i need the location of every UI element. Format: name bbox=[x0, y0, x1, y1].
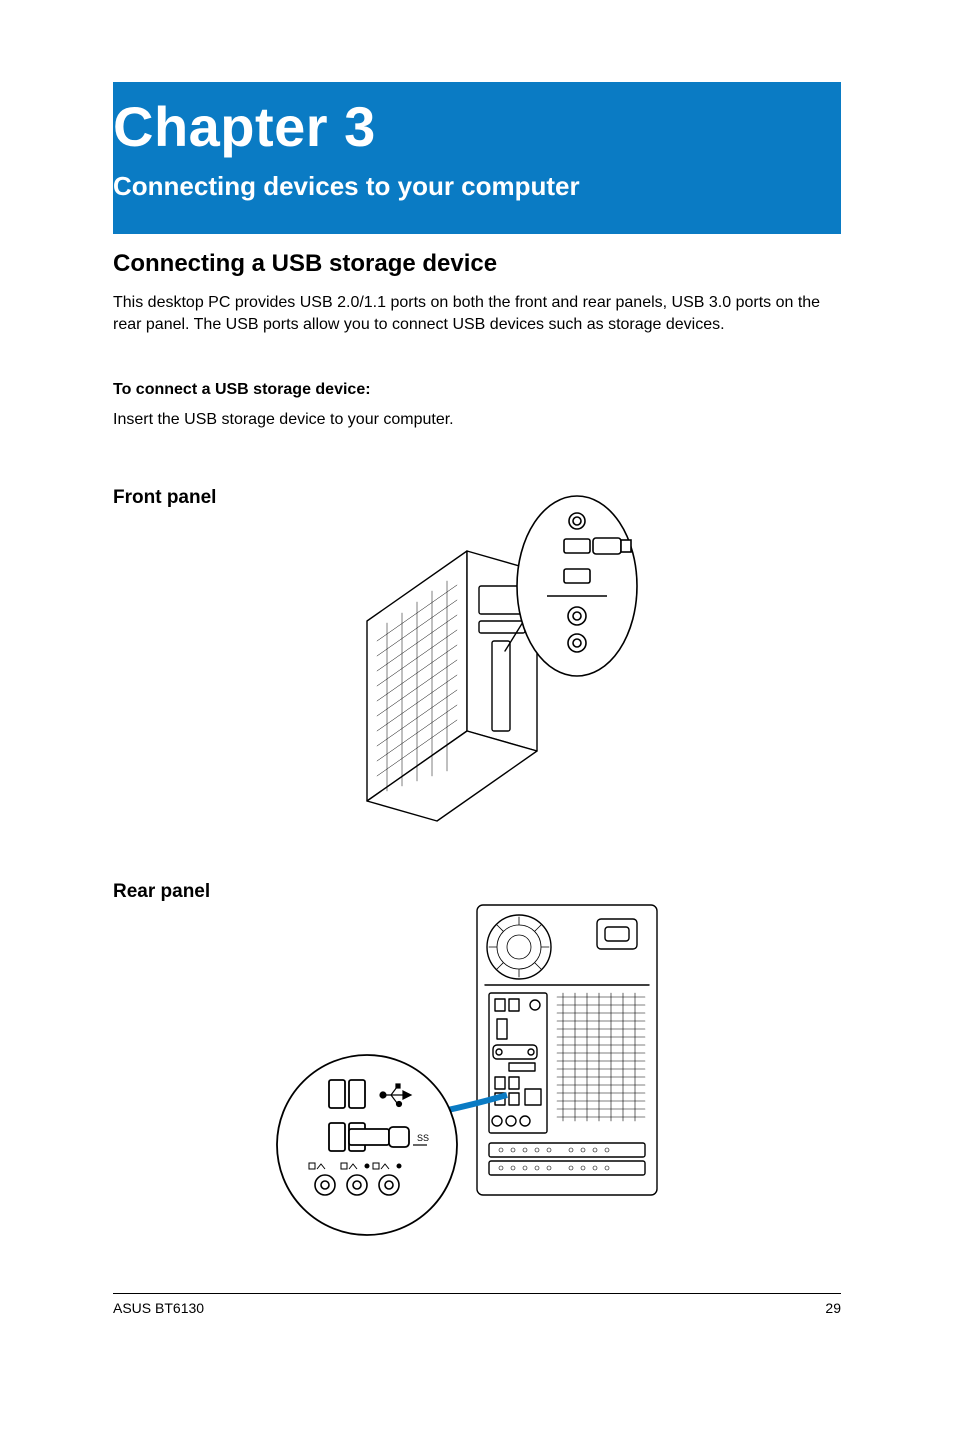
footer-model: ASUS BT6130 bbox=[113, 1300, 204, 1316]
page-content: Connecting a USB storage device This des… bbox=[113, 250, 841, 1255]
chapter-banner: Chapter 3 Connecting devices to your com… bbox=[113, 82, 841, 234]
front-panel-figure bbox=[113, 491, 841, 851]
section-intro: This desktop PC provides USB 2.0/1.1 por… bbox=[113, 292, 841, 337]
chapter-subtitle: Connecting devices to your computer bbox=[113, 171, 841, 202]
page-footer: ASUS BT6130 29 bbox=[113, 1293, 841, 1316]
section-heading: Connecting a USB storage device bbox=[113, 250, 841, 278]
manual-page: Chapter 3 Connecting devices to your com… bbox=[0, 0, 954, 1438]
chapter-title: Chapter 3 bbox=[113, 94, 841, 159]
rear-panel-figure: SS bbox=[113, 885, 841, 1255]
footer-page-number: 29 bbox=[825, 1300, 841, 1316]
instruction-body: Insert the USB storage device to your co… bbox=[113, 409, 841, 431]
front-panel-svg bbox=[287, 491, 667, 851]
rear-panel-svg: SS bbox=[257, 885, 697, 1255]
instruction-heading: To connect a USB storage device: bbox=[113, 381, 841, 399]
svg-text:SS: SS bbox=[417, 1133, 429, 1143]
